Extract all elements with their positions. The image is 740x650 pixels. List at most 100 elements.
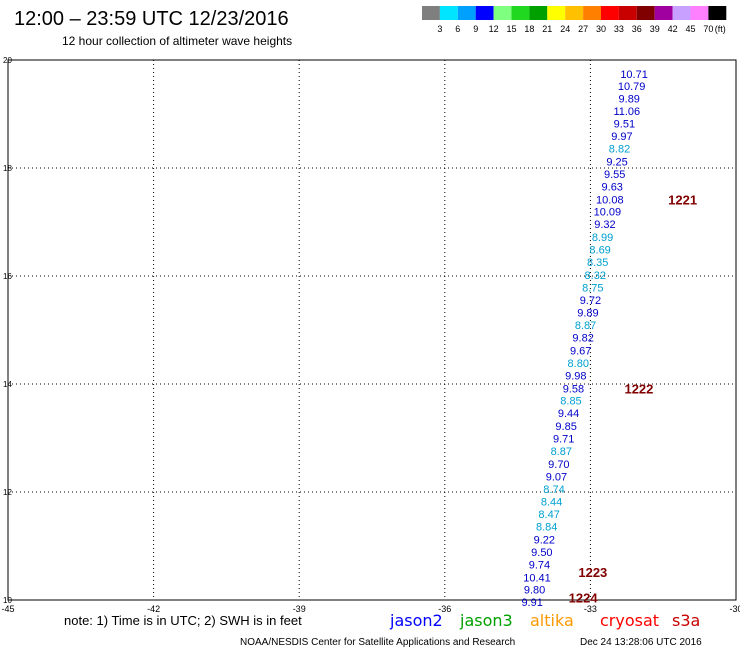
colorbar-label: 33 (614, 24, 624, 34)
wave-height-point: 9.91 (521, 597, 542, 609)
x-tick-label: -45 (1, 604, 14, 614)
footer-credit: NOAA/NESDIS Center for Satellite Applica… (240, 637, 515, 648)
wave-height-point: 8.47 (538, 509, 559, 521)
legend-jason2: jason2 (389, 611, 443, 630)
wave-height-point: 8.87 (575, 320, 596, 332)
wave-height-point: 8.44 (541, 497, 562, 509)
y-tick-label: 20 (3, 56, 12, 65)
wave-height-point: 8.69 (589, 245, 610, 257)
wave-height-point: 9.82 (572, 333, 593, 345)
wave-height-point: 9.44 (558, 408, 579, 420)
colorbar-swatch (654, 6, 673, 20)
wave-height-point: 9.72 (580, 295, 601, 307)
legend-cryosat: cryosat (600, 611, 659, 630)
wave-height-point: 9.67 (570, 346, 591, 358)
colorbar-label: 42 (668, 24, 678, 34)
wave-height-point: 9.58 (563, 383, 584, 395)
colorbar-label: 39 (650, 24, 660, 34)
wave-height-point: 9.07 (546, 471, 567, 483)
wave-height-point: 8.80 (568, 358, 589, 370)
wave-height-point: 9.71 (553, 434, 574, 446)
wave-height-point: 9.22 (534, 535, 555, 547)
wave-height-point: 9.97 (611, 131, 632, 143)
colorbar-swatch (457, 6, 476, 20)
colorbar-swatch (529, 6, 548, 20)
wave-height-point: 8.84 (536, 522, 557, 534)
colorbar-label: 36 (632, 24, 642, 34)
wave-height-point: 9.50 (531, 547, 552, 559)
wave-height-point: 9.89 (577, 308, 598, 320)
x-tick-label: -30 (729, 604, 740, 614)
wave-height-point: 8.32 (585, 270, 606, 282)
colorbar-swatch (601, 6, 619, 20)
colorbar-swatch (493, 6, 512, 20)
footer-timestamp: Dec 24 13:28:06 UTC 2016 (580, 637, 702, 648)
colorbar-swatch (708, 6, 727, 20)
colorbar-label: 24 (560, 24, 570, 34)
time-label: 1222 (624, 381, 653, 396)
colorbar-label: 70 (703, 24, 713, 34)
wave-height-point: 9.25 (606, 157, 627, 169)
colorbar-swatch (422, 6, 440, 20)
wave-height-labels: 10.7110.799.8911.069.519.978.829.259.559… (521, 69, 647, 609)
wave-height-point: 8.85 (560, 396, 581, 408)
legend-jason3: jason3 (459, 611, 513, 630)
wave-height-point: 9.89 (619, 93, 640, 105)
y-tick-labels: 10 12 14 16 18 20 (3, 56, 12, 605)
wave-height-point: 8.35 (587, 257, 608, 269)
wave-height-point: 9.32 (594, 219, 615, 231)
time-label: 1224 (569, 590, 599, 605)
colorbar-swatch (475, 6, 494, 20)
wave-height-point: 9.85 (555, 421, 576, 433)
wave-height-point: 10.08 (596, 194, 624, 206)
wave-height-point: 9.98 (565, 370, 586, 382)
wave-height-point: 9.63 (602, 181, 623, 193)
colorbar-label: 18 (524, 24, 534, 34)
colorbar-label: 12 (489, 24, 499, 34)
time-labels: 1221 1222 1223 1224 (569, 192, 697, 605)
colorbar-swatch (565, 6, 584, 20)
wave-height-point: 9.55 (604, 169, 625, 181)
y-tick-label: 12 (3, 488, 12, 497)
time-label: 1223 (578, 565, 607, 580)
legend-s3a: s3a (672, 611, 700, 630)
colorbar-label: 3 (437, 24, 442, 34)
colorbar-unit: (ft) (715, 24, 726, 34)
colorbar-swatch (511, 6, 530, 20)
colorbar-label: 27 (578, 24, 588, 34)
wave-height-point: 10.79 (618, 81, 646, 93)
footer-note: note: 1) Time is in UTC; 2) SWH is in fe… (64, 613, 302, 628)
chart-title: 12:00 – 23:59 UTC 12/23/2016 (14, 8, 289, 30)
wave-height-point: 8.87 (551, 446, 572, 458)
y-tick-label: 10 (3, 596, 12, 605)
colorbar-legend: 3 6 9 12 15 18 21 24 27 30 33 36 39 42 45 70 (ft) (422, 6, 727, 34)
colorbar-label: 9 (473, 24, 478, 34)
x-tick-label: -36 (438, 604, 451, 614)
colorbar-label: 15 (506, 24, 516, 34)
wave-height-point: 9.80 (524, 585, 545, 597)
x-tick-label: -39 (293, 604, 306, 614)
wave-height-point: 10.09 (594, 207, 622, 219)
x-tick-label: -42 (147, 604, 160, 614)
wave-height-point: 11.06 (613, 106, 640, 118)
wave-height-point: 10.41 (523, 572, 551, 584)
plot-frame (7, 59, 737, 601)
colorbar-swatch (672, 6, 691, 20)
colorbar-label: 21 (542, 24, 552, 34)
x-tick-labels: -45 -42 -39 -36 -33 -30 (1, 604, 740, 614)
grid-lines (8, 60, 736, 600)
time-label: 1221 (668, 192, 697, 207)
colorbar-swatch (583, 6, 601, 20)
y-tick-label: 14 (3, 380, 12, 389)
colorbar-swatch (439, 6, 458, 20)
wave-height-point: 8.75 (582, 282, 603, 294)
chart-subtitle: 12 hour collection of altimeter wave hei… (62, 34, 292, 48)
wave-height-point: 9.70 (548, 459, 569, 471)
colorbar-swatch (636, 6, 655, 20)
wave-height-point: 10.71 (620, 69, 648, 81)
colorbar-swatch (690, 6, 709, 20)
x-tick-label: -33 (584, 604, 597, 614)
colorbar-label: 30 (596, 24, 606, 34)
